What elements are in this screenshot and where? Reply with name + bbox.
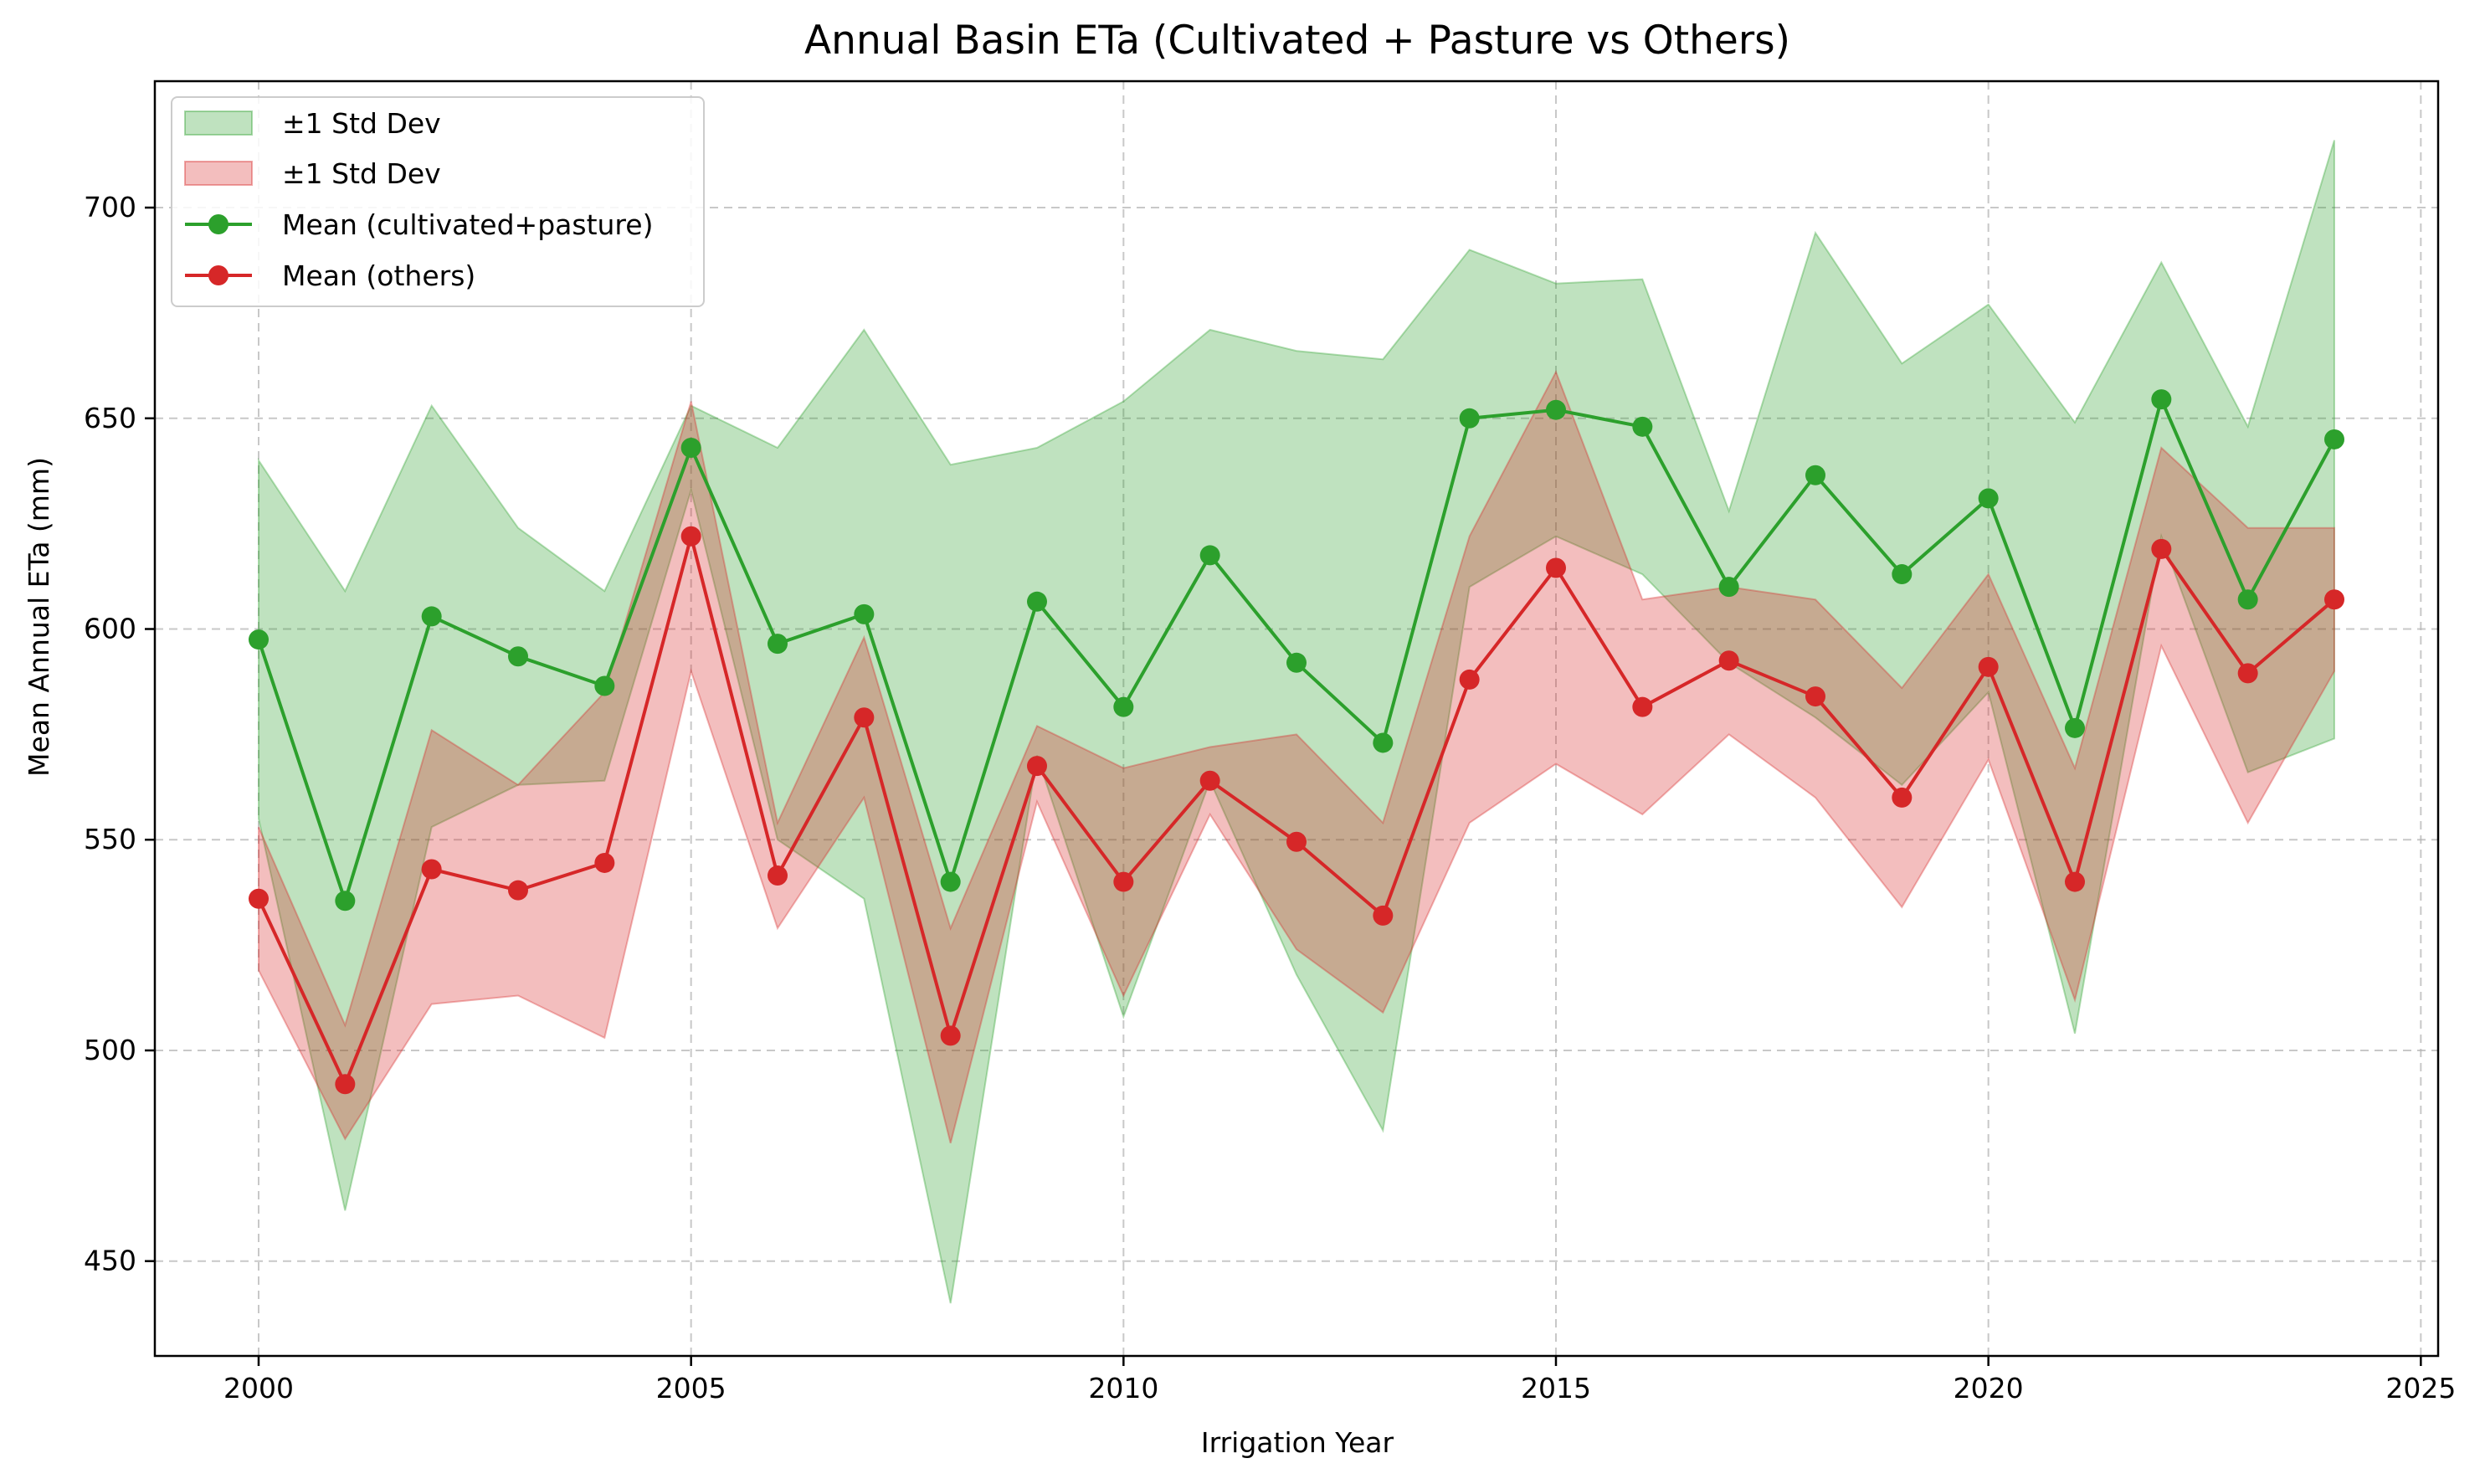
data-point-others (1978, 656, 1999, 677)
data-point-others (1027, 756, 1047, 777)
data-point-others (1199, 770, 1220, 791)
data-point-cultivated (768, 634, 788, 655)
data-point-cultivated (1632, 416, 1653, 437)
data-point-others (1892, 787, 1913, 808)
data-point-others (2065, 871, 2085, 892)
data-point-others (1113, 871, 1134, 892)
data-point-others (2237, 663, 2258, 684)
data-point-cultivated (1892, 564, 1913, 585)
data-point-others (1373, 905, 1394, 926)
data-point-others (421, 859, 442, 880)
legend-swatch-band-others (184, 161, 253, 186)
data-point-cultivated (1718, 577, 1739, 598)
data-point-cultivated (508, 646, 528, 667)
data-point-others (2324, 589, 2344, 610)
data-point-others (940, 1025, 961, 1046)
axes-frame (153, 80, 2440, 1358)
data-point-others (508, 880, 528, 901)
chart-title: Annual Basin ETa (Cultivated + Pasture v… (804, 18, 1790, 64)
data-point-cultivated (1286, 652, 1307, 673)
legend-label-mean-others: Mean (others) (282, 259, 475, 292)
legend-swatch-marker-others (208, 265, 228, 285)
data-point-cultivated (1199, 545, 1220, 566)
data-point-others (1632, 696, 1653, 717)
data-point-cultivated (1978, 488, 1999, 509)
data-point-others (594, 852, 615, 873)
std-band-others (258, 369, 2335, 1143)
legend-label-band-others: ±1 Std Dev (282, 157, 441, 190)
data-point-others (1718, 650, 1739, 671)
data-point-others (854, 707, 875, 728)
y-tick-label: 500 (84, 1034, 136, 1066)
data-point-others (680, 526, 701, 547)
data-point-others (249, 888, 269, 909)
x-tick-label: 2005 (656, 1372, 727, 1404)
data-point-cultivated (421, 606, 442, 627)
legend-label-band-cultivated: ±1 Std Dev (282, 107, 441, 140)
data-point-cultivated (940, 871, 961, 892)
x-tick-label: 2015 (1521, 1372, 1591, 1404)
data-point-cultivated (2065, 717, 2085, 738)
legend-swatch-marker-cultivated (208, 214, 228, 234)
data-point-cultivated (1027, 591, 1047, 612)
data-point-others (1286, 831, 1307, 852)
data-point-others (335, 1074, 356, 1095)
legend: ±1 Std Dev ±1 Std Dev Mean (cultivated+pas… (171, 96, 705, 307)
data-point-cultivated (1373, 732, 1394, 753)
data-point-others (2151, 538, 2172, 559)
data-point-cultivated (249, 629, 269, 650)
y-tick-label: 650 (84, 402, 136, 434)
data-point-others (1546, 557, 1566, 578)
data-point-cultivated (2151, 389, 2172, 410)
data-point-others (1805, 686, 1825, 707)
x-tick-label: 2000 (223, 1372, 294, 1404)
x-tick-label: 2010 (1088, 1372, 1158, 1404)
data-layer (249, 140, 2344, 1304)
y-tick-label: 550 (84, 823, 136, 855)
std-band-cultivated (258, 140, 2335, 1304)
data-point-cultivated (1113, 696, 1134, 717)
y-tick-label: 600 (84, 613, 136, 645)
data-point-cultivated (2237, 589, 2258, 610)
data-point-cultivated (594, 675, 615, 696)
data-point-others (768, 865, 788, 886)
x-tick-label: 2025 (2385, 1372, 2456, 1404)
y-tick-label: 700 (84, 191, 136, 223)
data-point-cultivated (1459, 408, 1480, 429)
data-point-cultivated (2324, 429, 2344, 449)
data-point-cultivated (1805, 465, 1825, 485)
plot-area: 2000 2005 2010 2015 2020 2025 450 500 550 600 650 7… (84, 80, 2456, 1404)
data-point-cultivated (1546, 399, 1566, 420)
legend-swatch-band-cultivated (184, 110, 253, 136)
legend-label-mean-cultivated: Mean (cultivated+pasture) (282, 208, 653, 241)
y-axis-label: Mean Annual ETa (mm) (23, 457, 55, 777)
x-axis-label: Irrigation Year (1201, 1426, 1394, 1459)
data-point-others (1459, 669, 1480, 690)
y-tick-label: 450 (84, 1245, 136, 1277)
data-point-cultivated (854, 603, 875, 624)
data-point-cultivated (335, 891, 356, 911)
data-point-cultivated (680, 438, 701, 459)
legend-box (171, 96, 705, 307)
x-tick-label: 2020 (1954, 1372, 2024, 1404)
